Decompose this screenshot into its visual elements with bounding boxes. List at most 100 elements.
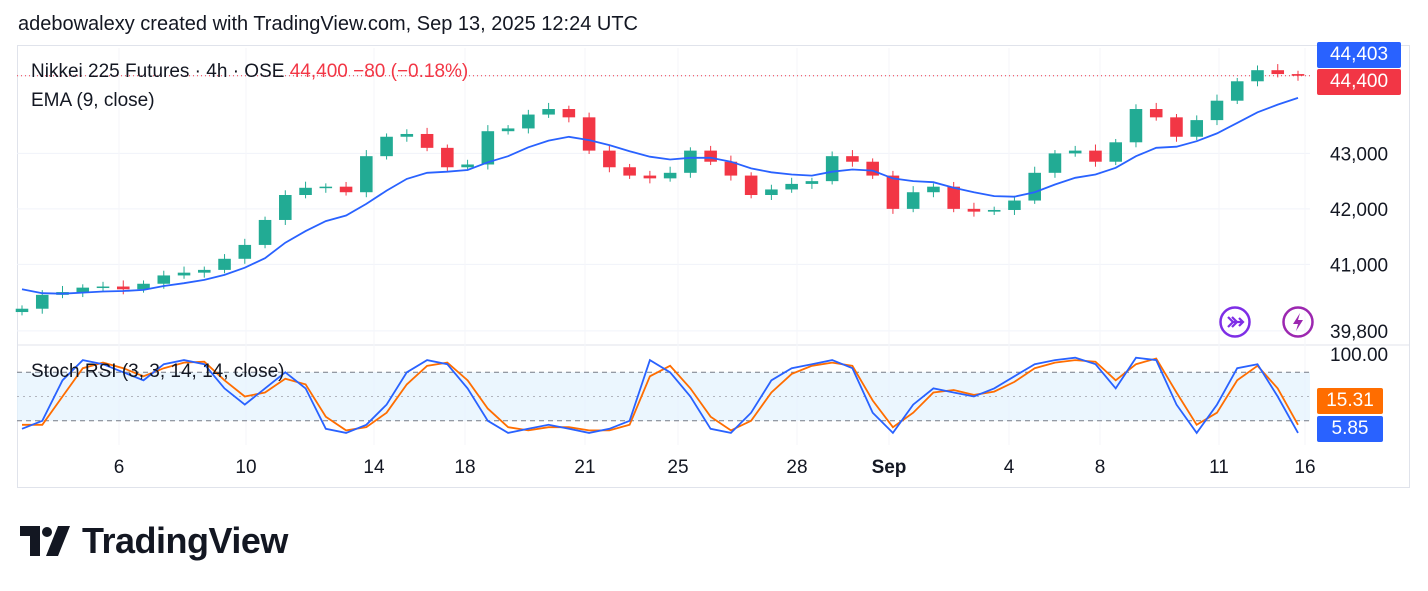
symbol-label: Nikkei 225 Futures · 4h · OSE (31, 61, 285, 82)
candle-body (157, 275, 171, 284)
forward-arrow-icon[interactable] (1219, 306, 1251, 338)
candle-body (927, 186, 940, 193)
ema-price-tag: 44,403 (1317, 42, 1401, 68)
candle-body (15, 308, 29, 313)
stoch-band (17, 371, 1310, 422)
candle-body (906, 192, 920, 209)
candle-body (724, 161, 738, 176)
candle-body (785, 183, 798, 190)
brand-name: TradingView (82, 520, 288, 561)
x-tick-label: 10 (235, 457, 256, 478)
attribution-text: adebowalexy created with TradingView.com… (18, 13, 638, 35)
candle-body (279, 195, 292, 220)
ema-line (21, 97, 1299, 295)
indicator-lines (21, 97, 1299, 435)
candle-body (522, 114, 535, 129)
candle-body (825, 156, 839, 182)
candle-body (846, 156, 859, 162)
y-tick-label: 39,800 (1330, 322, 1388, 343)
candle-body (96, 286, 110, 289)
candle-body (987, 209, 1001, 212)
tradingview-logo: TradingView (20, 520, 288, 562)
candle-body (684, 150, 697, 173)
x-tick-label: Sep (872, 457, 907, 478)
candle-body (339, 186, 353, 193)
candle-body (704, 150, 717, 162)
lightning-icon[interactable] (1282, 306, 1314, 338)
y-tick-label: 43,000 (1330, 144, 1388, 165)
candle-body (1230, 81, 1244, 101)
candle-body (198, 269, 211, 273)
last-price: 44,400 (289, 61, 348, 82)
x-tick-label: 25 (667, 457, 688, 478)
candle-body (744, 175, 758, 195)
candle-body (967, 208, 981, 212)
candle-body (1149, 109, 1163, 118)
candle-body (258, 219, 272, 245)
d-value-tag: 5.85 (1317, 416, 1383, 442)
candle-body (886, 175, 900, 209)
axis-labels: 43,000 42,000 41,000 39,800 6 10 14 18 21 25 28 Sep… (114, 144, 1388, 478)
candle-body (400, 133, 414, 137)
candle-body (1129, 109, 1143, 143)
candle-body (380, 136, 393, 157)
candle-body (299, 187, 312, 195)
x-tick-label: 8 (1095, 457, 1106, 478)
y-tick-label: 41,000 (1330, 255, 1388, 276)
candle-body (623, 167, 636, 176)
candle-body (1068, 150, 1082, 154)
chart-frame (17, 45, 1410, 488)
candle-body (501, 128, 515, 132)
candle-body (35, 294, 49, 309)
candle-body (360, 156, 373, 193)
candle-body (218, 258, 231, 270)
candle-body (238, 244, 252, 259)
candle-body (441, 147, 454, 168)
candle-body (1210, 100, 1224, 121)
x-tick-label: 28 (786, 457, 807, 478)
candle-body (1028, 172, 1041, 201)
candle-body (542, 109, 555, 115)
stoch-band-fill (17, 372, 1310, 421)
candles (15, 64, 1305, 316)
candle-body (1089, 150, 1102, 162)
candle-body (137, 283, 150, 290)
candle-body (116, 286, 130, 290)
candle-body (1008, 200, 1021, 210)
candle-body (319, 186, 333, 189)
candle-body (866, 161, 879, 176)
candle-body (663, 172, 677, 179)
x-tick-label: 11 (1209, 457, 1229, 478)
candle-body (461, 164, 474, 168)
candle-body (1291, 74, 1305, 76)
x-tick-label: 21 (574, 457, 595, 478)
candle-body (765, 189, 778, 195)
candle-body (582, 117, 596, 151)
main-legend: Nikkei 225 Futures · 4h · OSE 44,400 −80… (31, 61, 468, 83)
tradingview-logo-icon (20, 526, 70, 556)
x-tick-label: 16 (1294, 457, 1315, 478)
k-value-tag: 15.31 (1317, 388, 1383, 414)
candle-body (805, 181, 819, 184)
x-tick-label: 18 (454, 457, 475, 478)
candle-body (177, 272, 191, 276)
price-change: −80 (−0.18%) (353, 61, 469, 82)
candle-body (1251, 70, 1264, 82)
candle-body (562, 109, 576, 118)
osc-y-tick-label: 100.00 (1330, 345, 1388, 366)
candle-body (643, 175, 657, 179)
candle-body (420, 133, 434, 148)
candle-body (1271, 70, 1285, 75)
stoch-k-line (21, 356, 1299, 435)
candle-body (76, 287, 90, 293)
x-tick-label: 14 (363, 457, 385, 478)
candle-body (481, 131, 495, 165)
candle-body (1190, 120, 1204, 137)
candle-body (1048, 153, 1062, 173)
candle-body (603, 150, 616, 168)
ema-legend: EMA (9, close) (31, 90, 155, 111)
candle-body (1170, 117, 1183, 137)
candle-body (1109, 142, 1122, 162)
candle-body (947, 186, 960, 209)
